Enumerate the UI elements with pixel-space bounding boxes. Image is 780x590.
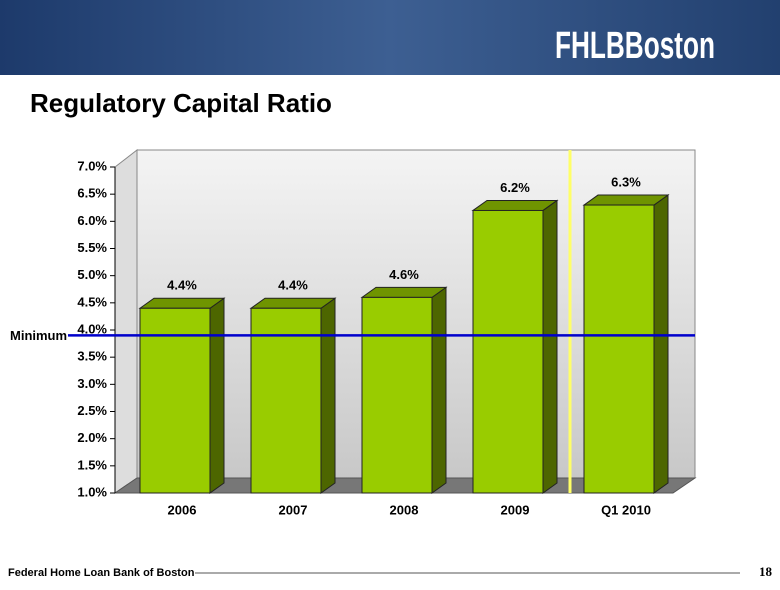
bar-top: [360, 286, 448, 298]
bar-top: [582, 194, 670, 206]
bar-side: [542, 199, 558, 494]
y-tick-label: 5.5%: [77, 240, 107, 255]
bar-side: [320, 297, 336, 494]
y-tick-label: 4.5%: [77, 294, 107, 309]
banner: [0, 0, 780, 75]
chart: 1.0% 1.5% 2.0% 2.5% 3.0% 3.5% 4.0% 4.5% 5.0% 5.5%…: [10, 148, 697, 517]
bar-top: [249, 297, 337, 309]
value-label: 6.2%: [500, 180, 530, 195]
y-tick-label: 6.5%: [77, 186, 107, 201]
bar: [139, 307, 211, 494]
y-tick-label: 3.0%: [77, 376, 107, 391]
bar-side: [431, 286, 447, 494]
x-tick-label: Q1 2010: [601, 502, 651, 517]
value-label: 4.4%: [278, 278, 308, 293]
x-tick-label: 2008: [390, 502, 419, 517]
bar-top: [138, 297, 226, 309]
reference-label: Minimum: [10, 328, 67, 343]
chart-title: Regulatory Capital Ratio: [30, 88, 332, 118]
y-tick-label: 1.0%: [77, 484, 107, 499]
bar: [250, 307, 322, 494]
y-tick-label: 2.5%: [77, 403, 107, 418]
bar: [583, 204, 655, 494]
bar: [472, 209, 544, 494]
y-tick-label: 2.0%: [77, 430, 107, 445]
bar: [361, 296, 433, 494]
bar-side: [209, 297, 225, 494]
value-label: 4.4%: [167, 278, 197, 293]
y-tick-label: 3.5%: [77, 349, 107, 364]
page-number: 18: [759, 564, 773, 579]
value-label: 6.3%: [611, 174, 641, 189]
x-tick-label: 2006: [168, 502, 197, 517]
y-tick-label: 6.0%: [77, 213, 107, 228]
bar-side: [653, 194, 669, 494]
side-wall: [114, 148, 138, 494]
x-tick-label: 2007: [279, 502, 308, 517]
value-label: 4.6%: [389, 267, 419, 282]
y-tick-label: 7.0%: [77, 158, 107, 173]
y-tick-label: 1.5%: [77, 457, 107, 472]
footer-text: Federal Home Loan Bank of Boston: [8, 567, 195, 579]
x-tick-label: 2009: [501, 502, 530, 517]
bar-top: [471, 199, 559, 211]
logo: FHLBBoston: [555, 25, 715, 67]
y-tick-label: 5.0%: [77, 267, 107, 282]
y-tick-label: 4.0%: [77, 321, 107, 336]
